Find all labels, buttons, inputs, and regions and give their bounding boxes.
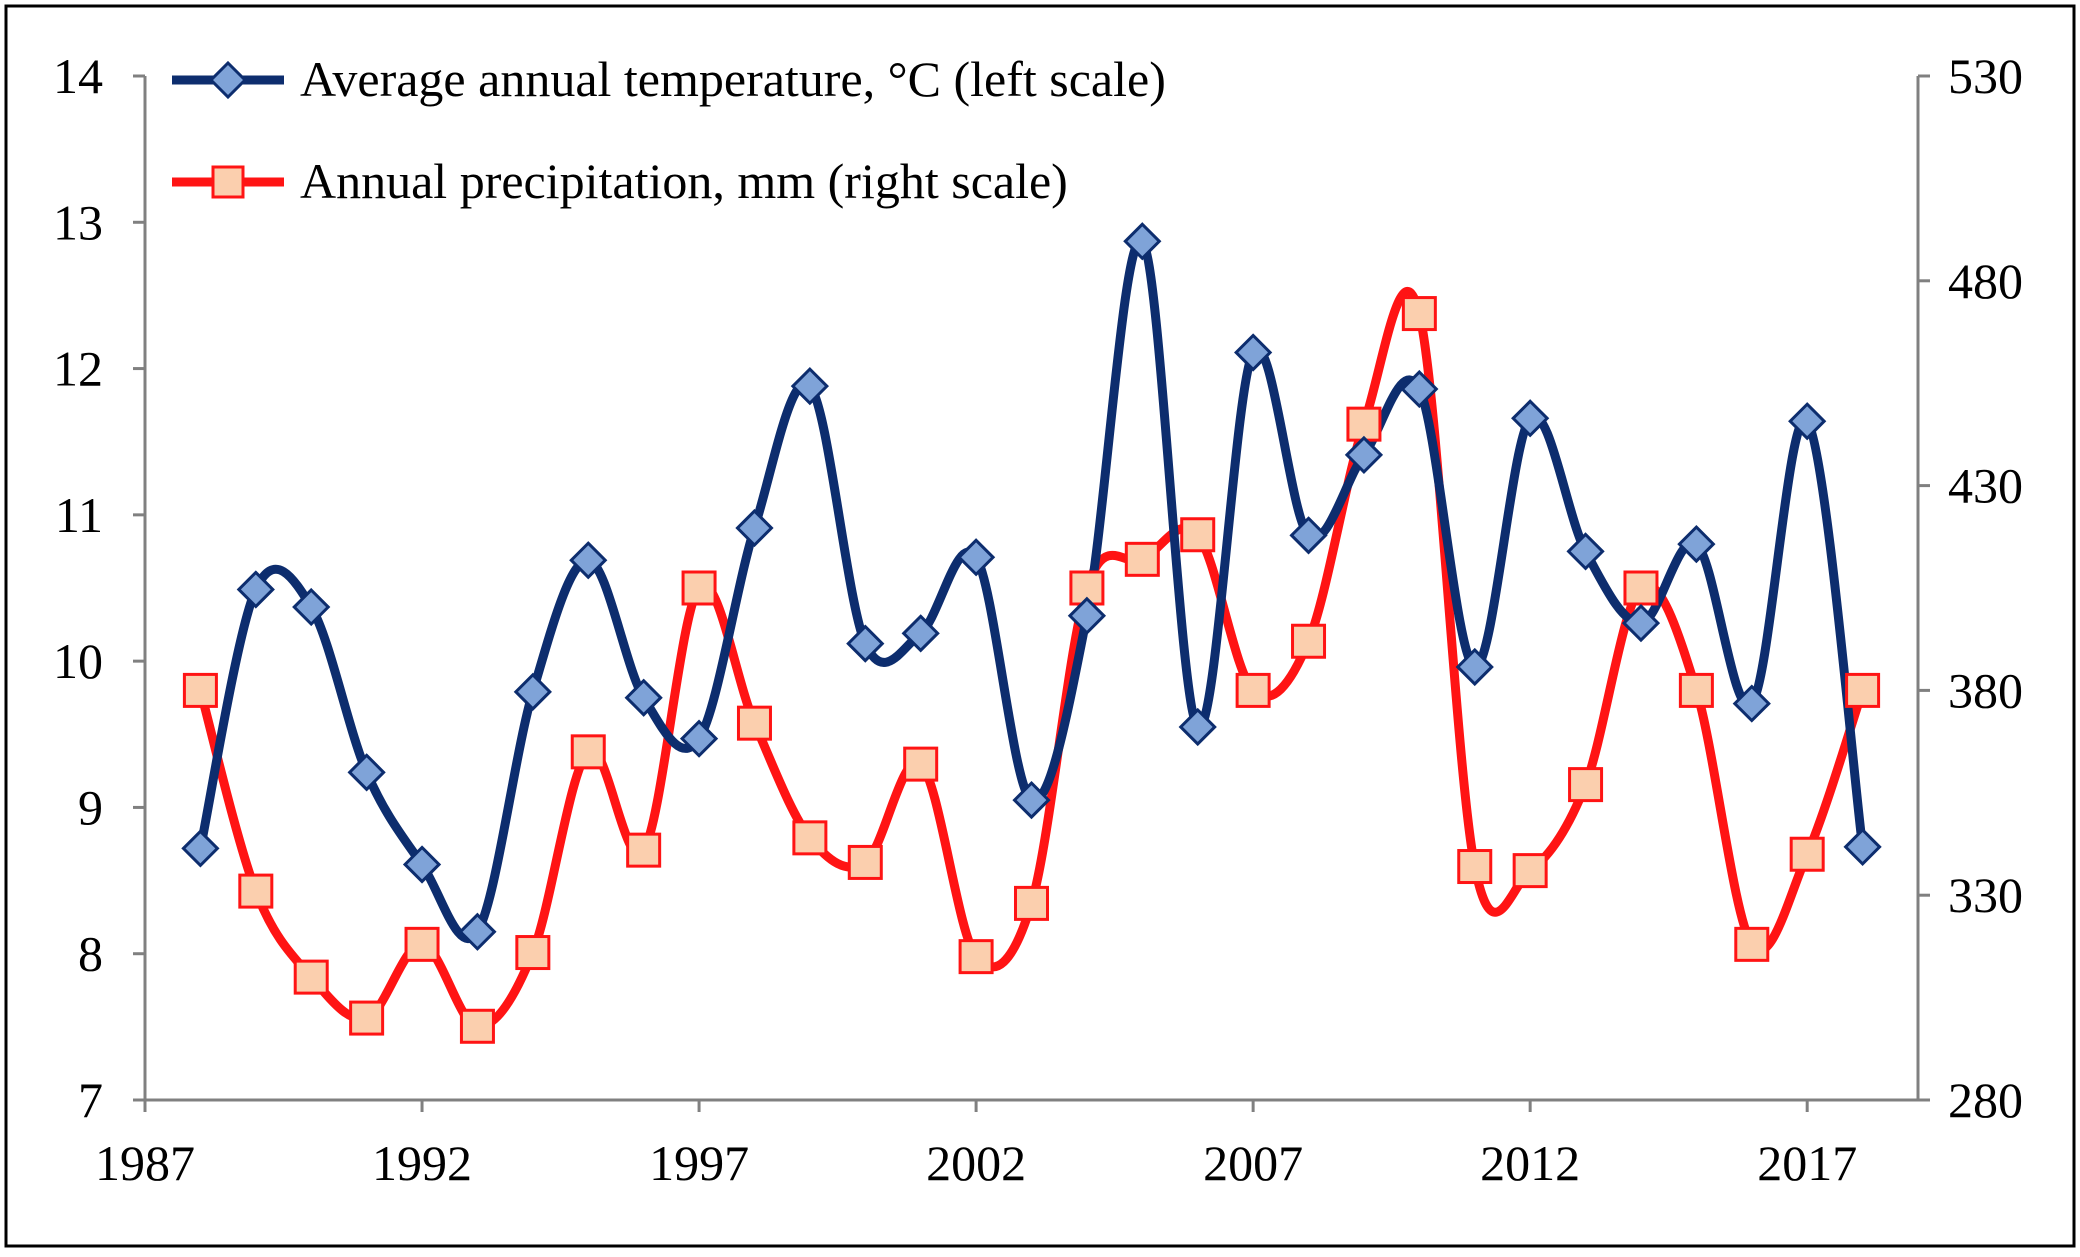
data-point-temperature bbox=[1732, 684, 1771, 723]
left-y-tick-label: 12 bbox=[53, 341, 103, 397]
left-y-tick-label: 10 bbox=[53, 633, 103, 689]
right-y-tick-label: 380 bbox=[1948, 662, 2023, 718]
data-point-precipitation bbox=[792, 820, 828, 856]
left-y-tick-label: 8 bbox=[78, 926, 103, 982]
data-point-temperature bbox=[624, 678, 663, 717]
data-point-temperature bbox=[1178, 707, 1217, 747]
data-point-temperature bbox=[1012, 780, 1051, 820]
data-point-temperature bbox=[1621, 603, 1661, 643]
right-y-tick-label: 430 bbox=[1948, 458, 2023, 514]
x-tick-label: 1997 bbox=[649, 1135, 749, 1191]
right-y-tick-label: 530 bbox=[1948, 48, 2023, 104]
legend: Average annual temperature, °C (left sca… bbox=[172, 51, 1166, 209]
x-tick-label: 1987 bbox=[95, 1135, 195, 1191]
data-point-precipitation bbox=[1235, 672, 1271, 708]
left-y-tick-label: 14 bbox=[53, 48, 103, 104]
data-point-temperature bbox=[735, 508, 774, 548]
legend-marker-precipitation bbox=[211, 165, 245, 199]
data-point-temperature bbox=[1123, 222, 1162, 261]
legend-label-temperature: Average annual temperature, °C (left sca… bbox=[300, 51, 1166, 107]
left-y-tick-label: 13 bbox=[53, 194, 103, 250]
data-point-temperature bbox=[956, 538, 996, 577]
data-point-temperature bbox=[347, 753, 386, 792]
data-point-precipitation bbox=[1457, 849, 1493, 885]
data-point-precipitation bbox=[1401, 296, 1437, 332]
data-point-temperature bbox=[1400, 369, 1439, 409]
data-point-temperature bbox=[1677, 524, 1716, 564]
data-point-temperature bbox=[1566, 532, 1605, 571]
data-point-precipitation bbox=[1346, 406, 1382, 442]
data-point-temperature bbox=[513, 672, 552, 711]
data-point-temperature bbox=[569, 541, 608, 580]
data-point-precipitation bbox=[459, 1008, 495, 1044]
data-point-precipitation bbox=[1568, 767, 1604, 803]
data-point-precipitation bbox=[1512, 853, 1548, 889]
data-point-precipitation bbox=[238, 873, 274, 909]
series-markers bbox=[181, 222, 1882, 1044]
data-point-temperature bbox=[1788, 402, 1827, 441]
left-y-tick-label: 7 bbox=[78, 1072, 103, 1128]
data-point-precipitation bbox=[1678, 672, 1714, 708]
data-point-precipitation bbox=[349, 1000, 385, 1036]
x-tick-label: 2002 bbox=[926, 1135, 1026, 1191]
data-point-temperature bbox=[1234, 333, 1273, 372]
data-point-temperature bbox=[1067, 596, 1107, 635]
x-tick-label: 2007 bbox=[1203, 1135, 1303, 1191]
data-point-temperature bbox=[1455, 647, 1494, 687]
legend-entry-temperature: Average annual temperature, °C (left sca… bbox=[172, 51, 1166, 107]
data-point-temperature bbox=[181, 829, 220, 868]
data-point-precipitation bbox=[293, 959, 329, 995]
data-point-precipitation bbox=[958, 939, 994, 975]
data-point-precipitation bbox=[1180, 517, 1216, 553]
data-point-precipitation bbox=[570, 734, 606, 770]
data-point-precipitation bbox=[1734, 926, 1770, 962]
data-point-precipitation bbox=[847, 844, 883, 880]
data-point-precipitation bbox=[515, 935, 551, 971]
x-tick-label: 2012 bbox=[1480, 1135, 1580, 1191]
data-point-precipitation bbox=[903, 746, 939, 782]
right-y-tick-label: 280 bbox=[1948, 1072, 2023, 1128]
data-point-precipitation bbox=[1845, 672, 1881, 708]
data-point-temperature bbox=[236, 570, 275, 609]
data-point-temperature bbox=[790, 367, 829, 406]
left-y-tick-label: 9 bbox=[78, 779, 103, 835]
data-point-precipitation bbox=[1124, 541, 1160, 577]
data-point-precipitation bbox=[1623, 570, 1659, 606]
data-point-temperature bbox=[402, 845, 442, 884]
data-point-temperature bbox=[901, 614, 940, 653]
data-point-temperature bbox=[846, 624, 885, 663]
x-tick-label: 1992 bbox=[372, 1135, 472, 1191]
left-y-tick-label: 11 bbox=[55, 487, 103, 543]
data-point-temperature bbox=[458, 912, 497, 951]
data-point-temperature bbox=[1843, 827, 1882, 867]
legend-marker-temperature bbox=[208, 60, 248, 100]
data-point-precipitation bbox=[1291, 623, 1327, 659]
right-y-tick-label: 330 bbox=[1948, 867, 2023, 923]
data-point-precipitation bbox=[681, 570, 717, 606]
data-point-temperature bbox=[292, 587, 331, 627]
right-y-tick-label: 480 bbox=[1948, 253, 2023, 309]
data-point-temperature bbox=[1511, 399, 1550, 438]
legend-entry-precipitation: Annual precipitation, mm (right scale) bbox=[172, 153, 1068, 209]
data-point-precipitation bbox=[182, 672, 218, 708]
axes: 7 8 9 10 11 12 13 14 280 330 380 430 480 530 1987 1992 1… bbox=[53, 48, 2023, 1191]
series-line-temperature bbox=[195, 236, 1868, 944]
x-tick-label: 2017 bbox=[1757, 1135, 1857, 1191]
data-point-temperature bbox=[679, 719, 719, 758]
data-point-precipitation bbox=[626, 832, 662, 868]
chart-frame bbox=[4, 4, 2076, 1248]
data-point-precipitation bbox=[404, 926, 440, 962]
data-point-temperature bbox=[1289, 516, 1328, 555]
legend-label-precipitation: Annual precipitation, mm (right scale) bbox=[300, 153, 1068, 209]
data-point-precipitation bbox=[1014, 885, 1049, 921]
data-point-precipitation bbox=[1789, 836, 1825, 872]
data-point-temperature bbox=[1344, 435, 1384, 475]
data-point-precipitation bbox=[736, 705, 772, 741]
